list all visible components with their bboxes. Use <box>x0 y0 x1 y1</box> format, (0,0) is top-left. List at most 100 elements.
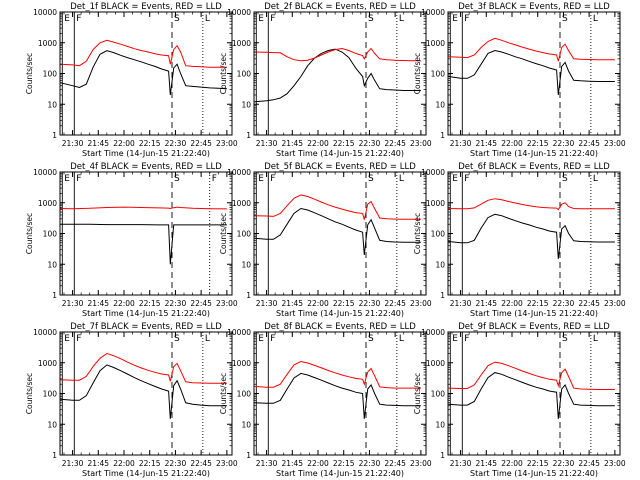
x-axis-label: Start Time (14-Jun-15 21:22:40) <box>82 469 210 478</box>
series-line-lld <box>60 39 227 68</box>
y-tick-label: 10 <box>47 260 57 269</box>
y-tick-label: 1000 <box>426 359 445 368</box>
y-tick-label: 1000 <box>232 359 251 368</box>
y-tick-label: 10000 <box>227 328 251 337</box>
y-tick-label: 1000 <box>232 199 251 208</box>
y-tick-label: 10 <box>241 100 251 109</box>
x-tick-label: 21:30 <box>62 299 84 308</box>
y-tick-label: 1 <box>52 131 57 140</box>
x-tick-label: 22:00 <box>113 459 135 468</box>
x-tick-label: 22:30 <box>553 299 575 308</box>
y-axis-label: Counts/sec <box>219 213 228 254</box>
marker-label-F: F <box>76 14 81 24</box>
y-axis-label: Counts/sec <box>219 53 228 94</box>
x-tick-label: 22:00 <box>113 139 135 148</box>
marker-label-F: F <box>464 174 469 184</box>
y-axis-label: Counts/sec <box>25 373 34 414</box>
marker-label-E: E <box>258 174 264 184</box>
x-tick-label: 22:30 <box>359 299 381 308</box>
marker-label-F: F <box>270 14 275 24</box>
y-axis-label: Counts/sec <box>413 373 422 414</box>
marker-label-E: E <box>258 14 264 24</box>
y-tick-label: 10 <box>241 260 251 269</box>
marker-label-E: E <box>452 334 458 344</box>
y-tick-label: 1000 <box>38 359 57 368</box>
plot-frame <box>59 331 233 456</box>
x-tick-label: 21:45 <box>281 139 303 148</box>
x-tick-label: 22:00 <box>307 139 329 148</box>
x-tick-label: 22:45 <box>190 139 212 148</box>
marker-label-F: F <box>212 174 217 184</box>
plot-frame <box>59 11 233 136</box>
series-line-lld <box>254 194 421 220</box>
y-tick-label: 10000 <box>33 328 57 337</box>
y-tick-label: 1000 <box>38 39 57 48</box>
y-tick-label: 1 <box>246 131 251 140</box>
x-axis-label: Start Time (14-Jun-15 21:22:40) <box>82 309 210 318</box>
series-line-lld <box>60 206 227 210</box>
series-line-lld <box>448 37 615 62</box>
series-line-lld <box>254 360 421 389</box>
x-tick-label: 22:15 <box>333 139 355 148</box>
y-axis-label: Counts/sec <box>219 373 228 414</box>
x-axis-label: Start Time (14-Jun-15 21:22:40) <box>470 149 598 158</box>
y-tick-label: 10000 <box>421 328 445 337</box>
x-tick-label: 21:30 <box>450 299 472 308</box>
marker-label-S: S <box>562 14 568 24</box>
y-tick-label: 1 <box>440 291 445 300</box>
x-tick-label: 22:30 <box>359 459 381 468</box>
x-axis-label: Start Time (14-Jun-15 21:22:40) <box>276 149 404 158</box>
x-tick-label: 22:15 <box>139 139 161 148</box>
x-tick-label: 22:45 <box>190 459 212 468</box>
marker-label-F: F <box>76 174 81 184</box>
y-tick-label: 100 <box>43 70 58 79</box>
marker-label-F: F <box>270 174 275 184</box>
x-tick-label: 21:30 <box>256 139 278 148</box>
y-tick-label: 100 <box>431 390 446 399</box>
x-tick-label: 22:45 <box>578 459 600 468</box>
series-line-events <box>448 49 615 96</box>
series-line-events <box>448 213 615 259</box>
x-tick-label: 21:30 <box>62 459 84 468</box>
series-line-events <box>254 207 421 256</box>
y-tick-label: 10 <box>435 420 445 429</box>
marker-label-E: E <box>452 14 458 24</box>
x-axis-label: Start Time (14-Jun-15 21:22:40) <box>82 149 210 158</box>
x-tick-label: 21:30 <box>450 459 472 468</box>
x-tick-label: 21:45 <box>475 139 497 148</box>
x-tick-label: 21:45 <box>281 459 303 468</box>
plot-frame <box>447 11 621 136</box>
panel-title: Det_6f BLACK = Events, RED = LLD <box>458 162 610 172</box>
y-tick-label: 100 <box>431 70 446 79</box>
x-tick-label: 22:30 <box>165 299 187 308</box>
x-tick-label: 21:45 <box>87 459 109 468</box>
series-line-events <box>60 223 227 265</box>
x-tick-label: 22:30 <box>553 459 575 468</box>
series-line-lld <box>448 361 615 390</box>
x-tick-label: 22:30 <box>165 459 187 468</box>
plot-frame <box>59 171 233 296</box>
series-line-lld <box>60 352 227 384</box>
y-tick-label: 100 <box>431 230 446 239</box>
x-axis-label: Start Time (14-Jun-15 21:22:40) <box>276 469 404 478</box>
y-tick-label: 10 <box>435 100 445 109</box>
x-tick-label: 21:30 <box>62 139 84 148</box>
x-tick-label: 21:45 <box>87 139 109 148</box>
plot-frame <box>253 11 427 136</box>
x-tick-label: 22:45 <box>384 139 406 148</box>
x-tick-label: 22:30 <box>359 139 381 148</box>
x-tick-label: 22:45 <box>578 139 600 148</box>
y-tick-label: 10000 <box>227 168 251 177</box>
marker-label-S: S <box>174 14 180 24</box>
y-tick-label: 1000 <box>232 39 251 48</box>
series-line-lld <box>448 198 615 211</box>
x-tick-label: 22:30 <box>165 139 187 148</box>
marker-label-L: L <box>399 14 404 24</box>
y-tick-label: 10 <box>241 420 251 429</box>
y-tick-label: 10000 <box>421 8 445 17</box>
plot-frame <box>447 331 621 456</box>
y-tick-label: 1000 <box>426 39 445 48</box>
x-tick-label: 22:00 <box>501 299 523 308</box>
x-tick-label: 21:45 <box>281 299 303 308</box>
